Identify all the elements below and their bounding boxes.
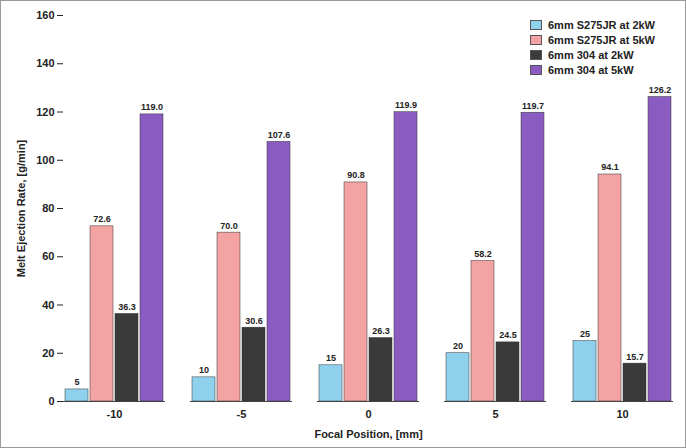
svg-text:70.0: 70.0 — [220, 221, 238, 231]
svg-text:119.0: 119.0 — [141, 102, 163, 112]
svg-text:119.7: 119.7 — [522, 101, 544, 111]
svg-text:94.1: 94.1 — [601, 162, 619, 172]
svg-text:140: 140 — [36, 57, 54, 69]
svg-text:20: 20 — [42, 347, 54, 359]
svg-text:40: 40 — [42, 299, 54, 311]
html-text:6mm 304 at 5kW: 6mm 304 at 5kW — [548, 63, 634, 76]
svg-text:107.6: 107.6 — [268, 130, 291, 140]
svg-text:72.6: 72.6 — [93, 214, 111, 224]
svg-text:15.7: 15.7 — [626, 352, 644, 362]
svg-text:5: 5 — [74, 377, 79, 387]
svg-text:25: 25 — [580, 329, 590, 339]
svg-text:119.9: 119.9 — [395, 100, 417, 110]
html-text:6mm S275JR at 2kW: 6mm S275JR at 2kW — [548, 18, 655, 31]
svg-text:5: 5 — [492, 408, 498, 420]
svg-text:30.6: 30.6 — [245, 316, 263, 326]
svg-text:-5: -5 — [237, 408, 247, 420]
svg-text:10: 10 — [616, 408, 628, 420]
svg-text:20: 20 — [453, 341, 463, 351]
svg-text:10: 10 — [199, 365, 209, 375]
svg-text:26.3: 26.3 — [372, 326, 390, 336]
svg-text:80: 80 — [42, 202, 54, 214]
svg-text:Melt Ejection Rate, [g/min]: Melt Ejection Rate, [g/min] — [15, 139, 27, 277]
svg-text:120: 120 — [36, 106, 54, 118]
svg-text:24.5: 24.5 — [499, 330, 517, 340]
svg-text:160: 160 — [36, 9, 54, 21]
html-text:6mm 304 at 2kW: 6mm 304 at 2kW — [548, 48, 634, 61]
svg-text:60: 60 — [42, 250, 54, 262]
svg-text:90.8: 90.8 — [347, 170, 365, 180]
svg-text:15: 15 — [326, 353, 336, 363]
svg-text:58.2: 58.2 — [474, 249, 492, 259]
svg-text:0: 0 — [48, 395, 54, 407]
html-text:6mm S275JR at 5kW: 6mm S275JR at 5kW — [548, 33, 655, 46]
svg-text:36.3: 36.3 — [118, 302, 136, 312]
svg-text:0: 0 — [365, 408, 371, 420]
svg-text:126.2: 126.2 — [649, 85, 672, 95]
svg-text:100: 100 — [36, 154, 54, 166]
svg-text:-10: -10 — [107, 408, 123, 420]
svg-text:Focal Position, [mm]: Focal Position, [mm] — [314, 428, 423, 440]
